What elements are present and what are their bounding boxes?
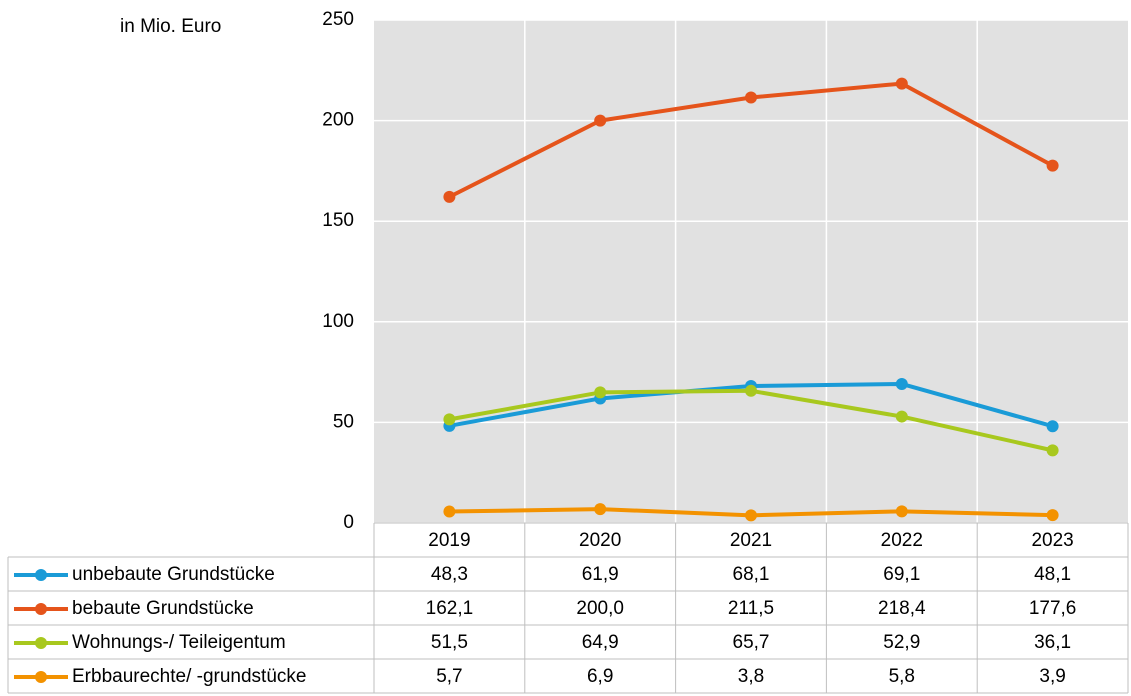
table-value: 5,8 <box>889 666 915 687</box>
data-point <box>594 114 607 127</box>
table-value: 65,7 <box>733 632 770 653</box>
table-value: 3,9 <box>1039 666 1065 687</box>
table-value: 36,1 <box>1034 632 1071 653</box>
data-point <box>1046 509 1059 522</box>
x-tick-label: 2022 <box>881 530 923 551</box>
x-tick-label: 2019 <box>428 530 470 551</box>
data-point <box>745 91 757 104</box>
table-value: 51,5 <box>431 632 468 653</box>
y-tick-label: 200 <box>322 110 354 131</box>
legend-marker <box>35 637 47 649</box>
table-value: 5,7 <box>436 666 462 687</box>
y-tick-label: 100 <box>322 311 354 332</box>
legend-label: unbebaute Grundstücke <box>72 564 275 585</box>
y-tick-label: 0 <box>343 512 354 533</box>
data-point <box>594 386 607 399</box>
data-point <box>443 413 456 426</box>
table-value: 162,1 <box>426 598 474 619</box>
data-point <box>1046 444 1059 457</box>
legend-label: Wohnungs-/ Teileigentum <box>72 632 286 653</box>
data-point <box>745 384 757 397</box>
table-value: 218,4 <box>878 598 926 619</box>
legend-marker <box>35 671 47 683</box>
data-point <box>895 505 908 518</box>
table-value: 177,6 <box>1029 598 1077 619</box>
data-point <box>895 77 908 90</box>
data-point <box>443 505 456 518</box>
table-value: 52,9 <box>883 632 920 653</box>
table-value: 68,1 <box>733 564 770 585</box>
y-tick-label: 50 <box>333 411 354 432</box>
table-value: 48,3 <box>431 564 468 585</box>
table-value: 3,8 <box>738 666 764 687</box>
x-tick-label: 2023 <box>1031 530 1073 551</box>
data-point <box>594 503 607 516</box>
data-point <box>895 410 908 423</box>
data-point <box>443 190 456 203</box>
legend-marker <box>35 603 47 615</box>
data-point <box>745 509 757 522</box>
x-tick-label: 2020 <box>579 530 621 551</box>
table-value: 6,9 <box>587 666 613 687</box>
unit-label: in Mio. Euro <box>120 16 221 37</box>
y-tick-label: 150 <box>322 210 354 231</box>
legend-label: bebaute Grundstücke <box>72 598 254 619</box>
table-value: 64,9 <box>582 632 619 653</box>
table-value: 211,5 <box>728 598 774 619</box>
data-point <box>1046 420 1059 433</box>
table-value: 200,0 <box>576 598 624 619</box>
y-tick-label: 250 <box>322 9 354 30</box>
legend-label: Erbbaurechte/ -grundstücke <box>72 666 306 687</box>
table-value: 48,1 <box>1034 564 1071 585</box>
table-value: 61,9 <box>582 564 619 585</box>
table-value: 69,1 <box>883 564 920 585</box>
data-point <box>895 377 908 390</box>
legend-marker <box>35 569 47 581</box>
x-tick-label: 2021 <box>730 530 772 551</box>
data-point <box>1046 159 1059 172</box>
